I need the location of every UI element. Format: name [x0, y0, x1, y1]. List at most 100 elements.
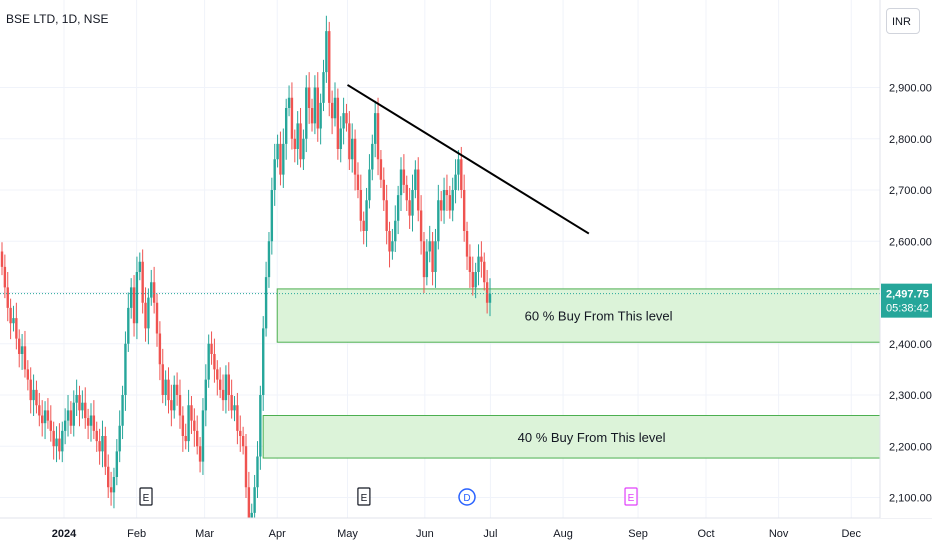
candle-body: [365, 200, 368, 231]
candle-body: [290, 97, 294, 139]
candle-body: [282, 143, 285, 175]
candle-body: [391, 241, 394, 252]
drawn-lines: [0, 84, 880, 295]
candle-body: [256, 456, 259, 488]
x-tick-label: Nov: [769, 528, 789, 540]
candle-body: [276, 143, 279, 160]
candle-body: [264, 277, 268, 329]
time-axis[interactable]: 2024 Feb Mar Apr May Jun Jul Aug Sep Oct Nov Dec: [0, 517, 932, 550]
candle-body: [104, 436, 107, 467]
y-tick-label: 2,200.00: [889, 441, 932, 453]
candle-body: [20, 346, 24, 354]
candle-body: [299, 123, 302, 160]
candle-body: [339, 128, 342, 149]
candle-body: [239, 430, 242, 436]
candle-body: [474, 272, 477, 288]
candle-body: [345, 113, 348, 124]
candle-body: [6, 287, 9, 308]
x-tick-label: Apr: [269, 528, 286, 540]
dividend-marker: [458, 488, 476, 506]
candle-body: [310, 108, 314, 124]
candle-body: [23, 346, 27, 370]
candle-body: [305, 87, 308, 139]
candle-body: [164, 379, 167, 395]
candle-body: [319, 102, 322, 129]
candle-body: [313, 87, 317, 124]
candle-body: [218, 379, 222, 390]
candle-body: [12, 318, 15, 324]
candle-body: [428, 241, 431, 252]
y-tick-label: 2,300.00: [889, 390, 932, 402]
candle-body: [362, 220, 365, 231]
candle-body: [15, 318, 18, 339]
candle-body: [141, 261, 144, 303]
price-axis-bg: [880, 0, 932, 518]
x-tick-label: Aug: [553, 528, 573, 540]
price-axis[interactable]: 2,100.00 2,200.00 2,300.00 2,400.00 2,600.00…: [879, 0, 932, 518]
candle-body: [477, 256, 480, 272]
earnings-marker: [139, 487, 153, 506]
candle-body: [109, 487, 113, 493]
candle-body: [241, 436, 245, 447]
candle-body: [115, 451, 119, 477]
candle-body: [167, 379, 170, 401]
candle-body: [147, 297, 150, 329]
candle-body: [78, 395, 81, 411]
candle-body: [3, 266, 7, 288]
candle-body: [379, 159, 383, 180]
candle-body: [173, 384, 176, 411]
candle-body: [138, 261, 141, 272]
candle-body: [61, 430, 64, 452]
candle-body: [434, 241, 437, 272]
candle-body: [394, 220, 397, 242]
candle-body: [204, 379, 208, 411]
candle-body: [224, 374, 228, 401]
candle-body: [236, 405, 239, 431]
candle-body: [81, 402, 84, 411]
y-tick-label: 2,100.00: [889, 493, 932, 505]
earnings-marker: [624, 487, 638, 506]
currency-button[interactable]: INR: [886, 8, 920, 34]
candle-body: [101, 436, 104, 452]
candle-body: [359, 190, 363, 221]
earnings-marker: [357, 487, 371, 506]
candle-body: [485, 282, 489, 303]
candle-body: [376, 113, 380, 160]
candle-body: [121, 395, 124, 426]
candle-body: [233, 405, 236, 411]
candle-body: [402, 169, 406, 185]
candle-body: [135, 272, 139, 324]
y-tick-label: 2,800.00: [889, 134, 932, 146]
candle-body: [396, 195, 400, 221]
candle-body: [425, 251, 429, 278]
candle-body: [75, 395, 78, 403]
candle-body: [328, 31, 331, 103]
candle-body: [270, 190, 274, 242]
buy-zone-label: 40 % Buy From This level: [518, 430, 666, 445]
candle-body: [86, 418, 90, 426]
y-tick-label: 2,700.00: [889, 185, 932, 197]
candle-body: [124, 343, 127, 395]
candle-body: [267, 241, 271, 278]
candle-body: [89, 415, 93, 426]
candle-body: [408, 200, 411, 216]
candle-body: [414, 169, 417, 190]
candle-body: [293, 138, 296, 149]
y-tick-label: 2,600.00: [889, 236, 932, 248]
candle-body: [29, 379, 32, 401]
candle-body: [465, 231, 469, 257]
candle-body: [253, 487, 256, 513]
candle-body: [440, 200, 443, 211]
candle-body: [32, 389, 35, 401]
candle-body: [371, 143, 374, 170]
candle-body: [144, 302, 147, 329]
candle-body: [198, 446, 202, 462]
candle-body: [445, 190, 449, 196]
candle-body: [155, 302, 159, 334]
candle-body: [405, 184, 408, 201]
last-price-label: 2,497.75: [886, 289, 929, 301]
candle-body: [181, 415, 185, 436]
candle-body: [132, 287, 136, 324]
candle-body: [307, 87, 311, 108]
